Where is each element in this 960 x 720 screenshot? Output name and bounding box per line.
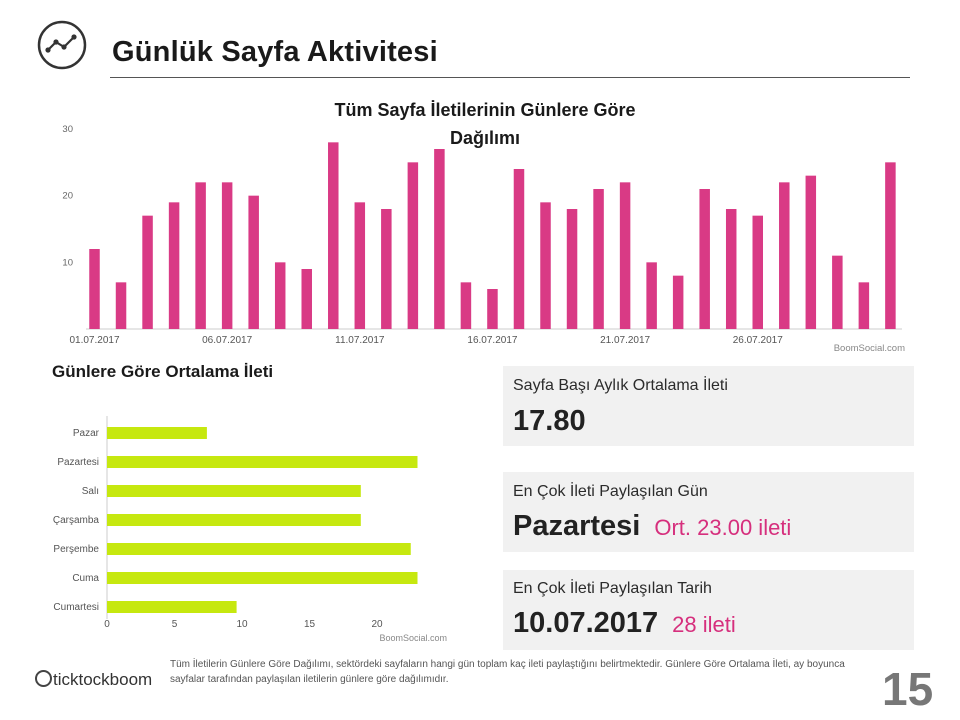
bar-27.07.2017 — [779, 182, 790, 329]
stat-label: Sayfa Başı Aylık Ortalama İleti — [513, 377, 728, 394]
bar-22.07.2017 — [646, 262, 657, 329]
x-tick-label: 5 — [172, 619, 178, 630]
bar-Salı — [107, 485, 361, 497]
bar-24.07.2017 — [699, 189, 710, 329]
bar-25.07.2017 — [725, 209, 737, 329]
bar-13.07.2017 — [407, 162, 419, 329]
y-tick-label: Cumartesi — [53, 602, 99, 613]
bar-31.07.2017 — [885, 162, 896, 329]
stat-label: En Çok İleti Paylaşılan Tarih — [513, 580, 712, 597]
stat-value-main: 10.07.2017 — [513, 607, 659, 639]
bar-14.07.2017 — [434, 149, 445, 329]
bar-Pazar — [107, 427, 207, 439]
y-tick-label: Pazar — [73, 428, 100, 439]
page-number: 15 — [882, 663, 934, 715]
bar-08.07.2017 — [274, 262, 286, 329]
x-tick-label: 15 — [304, 619, 316, 630]
header-divider — [110, 77, 910, 78]
chart2-heading: Günlere Göre Ortalama İleti — [52, 362, 274, 381]
daily-posts-bar-chart: 10 20 30 01.07.2017 06.07.2017 11.07.2017 16.0… — [62, 124, 905, 354]
y-tick-label: 20 — [62, 191, 73, 202]
bar-01.07.2017 — [89, 249, 100, 329]
x-tick-label: 10 — [236, 619, 248, 630]
x-tick-label: 11.07.2017 — [335, 335, 385, 346]
chart1-title: Tüm Sayfa İletilerinin Günlere Göre Dağı… — [334, 100, 636, 148]
bar-20.07.2017 — [593, 189, 604, 329]
logo-ring-icon — [35, 670, 52, 687]
chart-source-label: BoomSocial.com — [379, 633, 447, 643]
y-tick-label: Çarşamba — [53, 515, 100, 526]
bar-03.07.2017 — [142, 215, 153, 329]
y-tick-label: Salı — [82, 486, 99, 497]
bar-12.07.2017 — [381, 209, 392, 329]
stat-value-extra: Ort. 23.00 ileti — [654, 515, 792, 540]
bar-Pazartesi — [107, 456, 418, 468]
bar-04.07.2017 — [168, 202, 180, 329]
chart-source-label: BoomSocial.com — [834, 343, 905, 354]
bar-26.07.2017 — [752, 215, 763, 329]
bar-09.07.2017 — [301, 269, 312, 329]
bar-07.07.2017 — [248, 195, 259, 329]
stat-label: En Çok İleti Paylaşılan Gün — [513, 483, 708, 500]
x-tick-label: 16.07.2017 — [467, 335, 517, 346]
page-title: Günlük Sayfa Aktivitesi — [112, 36, 438, 68]
bar-16.07.2017 — [487, 289, 498, 329]
stat-box-top-day: En Çok İleti Paylaşılan Gün Pazartesi Ort… — [503, 472, 914, 552]
bar-30.07.2017 — [858, 282, 870, 329]
logo-text: ticktockboom — [53, 670, 153, 689]
bar-Cumartesi — [107, 601, 237, 613]
line-chart-icon — [37, 20, 87, 70]
bar-19.07.2017 — [566, 209, 578, 329]
bar-06.07.2017 — [221, 182, 233, 329]
bar-23.07.2017 — [672, 275, 684, 329]
stat-box-monthly-average: Sayfa Başı Aylık Ortalama İleti 17.80 — [503, 366, 914, 446]
bar-21.07.2017 — [619, 182, 631, 329]
x-tick-label: 01.07.2017 — [69, 335, 119, 346]
x-tick-label: 20 — [371, 619, 383, 630]
x-tick-label: 26.07.2017 — [733, 335, 783, 346]
bar-28.07.2017 — [805, 175, 817, 329]
stat-value: Pazartesi Ort. 23.00 ileti — [513, 510, 791, 543]
y-tick-label: Cuma — [72, 573, 99, 584]
bar-11.07.2017 — [354, 202, 366, 329]
y-tick-label: Pazartesi — [57, 457, 99, 468]
weekday-average-bar-chart: Pazar Pazartesi Salı Çarşamba Perşembe Cuma Cu… — [53, 416, 447, 643]
x-tick-label: 21.07.2017 — [600, 335, 650, 346]
x-tick-label: 0 — [104, 619, 110, 630]
y-tick-label: 30 — [62, 124, 73, 135]
bar-15.07.2017 — [460, 282, 472, 329]
stat-value: 17.80 — [513, 405, 586, 438]
footnote: Tüm İletilerin Günlere Göre Dağılımı, se… — [170, 659, 845, 685]
bar-17.07.2017 — [513, 169, 525, 329]
bar-18.07.2017 — [540, 202, 551, 329]
x-tick-label: 06.07.2017 — [202, 335, 252, 346]
stat-box-top-date: En Çok İleti Paylaşılan Tarih 10.07.2017… — [503, 570, 914, 650]
bar-02.07.2017 — [115, 282, 127, 329]
bar-Çarşamba — [107, 514, 361, 526]
bar-Perşembe — [107, 543, 411, 555]
stat-value-main: Pazartesi — [513, 510, 641, 542]
brand-logo: ticktockboom — [35, 670, 152, 690]
bar-Cuma — [107, 572, 418, 584]
bar-05.07.2017 — [195, 182, 206, 329]
y-tick-label: Perşembe — [53, 544, 99, 555]
bar-29.07.2017 — [832, 255, 843, 329]
y-tick-label: 10 — [62, 257, 73, 268]
stat-value: 10.07.2017 28 ileti — [513, 607, 736, 640]
bar-10.07.2017 — [328, 142, 339, 329]
stat-value-extra: 28 ileti — [672, 612, 736, 637]
stat-value-main: 17.80 — [513, 405, 586, 437]
